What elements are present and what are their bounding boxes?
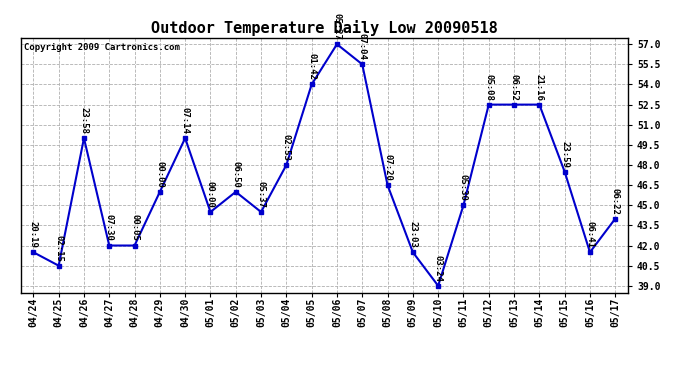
Text: 07:14: 07:14 <box>181 107 190 134</box>
Text: 05:08: 05:08 <box>484 74 493 100</box>
Text: 21:16: 21:16 <box>535 74 544 100</box>
Text: 00:00: 00:00 <box>155 161 164 188</box>
Text: 00:00: 00:00 <box>206 181 215 208</box>
Text: 05:37: 05:37 <box>257 181 266 208</box>
Text: 06:22: 06:22 <box>611 188 620 214</box>
Text: 06:41: 06:41 <box>585 221 595 248</box>
Text: 07:20: 07:20 <box>383 154 392 181</box>
Text: 07:30: 07:30 <box>105 214 114 242</box>
Text: 07:04: 07:04 <box>357 33 367 60</box>
Text: 01:42: 01:42 <box>307 53 316 80</box>
Text: 02:15: 02:15 <box>54 235 63 261</box>
Text: 23:59: 23:59 <box>560 141 569 168</box>
Text: 20:19: 20:19 <box>29 221 38 248</box>
Title: Outdoor Temperature Daily Low 20090518: Outdoor Temperature Daily Low 20090518 <box>151 20 497 36</box>
Text: Copyright 2009 Cartronics.com: Copyright 2009 Cartronics.com <box>23 43 179 52</box>
Text: 05:27: 05:27 <box>333 13 342 40</box>
Text: 23:03: 23:03 <box>408 221 417 248</box>
Text: 00:05: 00:05 <box>130 214 139 242</box>
Text: 02:53: 02:53 <box>282 134 291 161</box>
Text: 06:52: 06:52 <box>509 74 519 100</box>
Text: 05:30: 05:30 <box>459 174 468 201</box>
Text: 23:58: 23:58 <box>79 107 88 134</box>
Text: 06:50: 06:50 <box>231 161 240 188</box>
Text: 03:24: 03:24 <box>433 255 443 282</box>
